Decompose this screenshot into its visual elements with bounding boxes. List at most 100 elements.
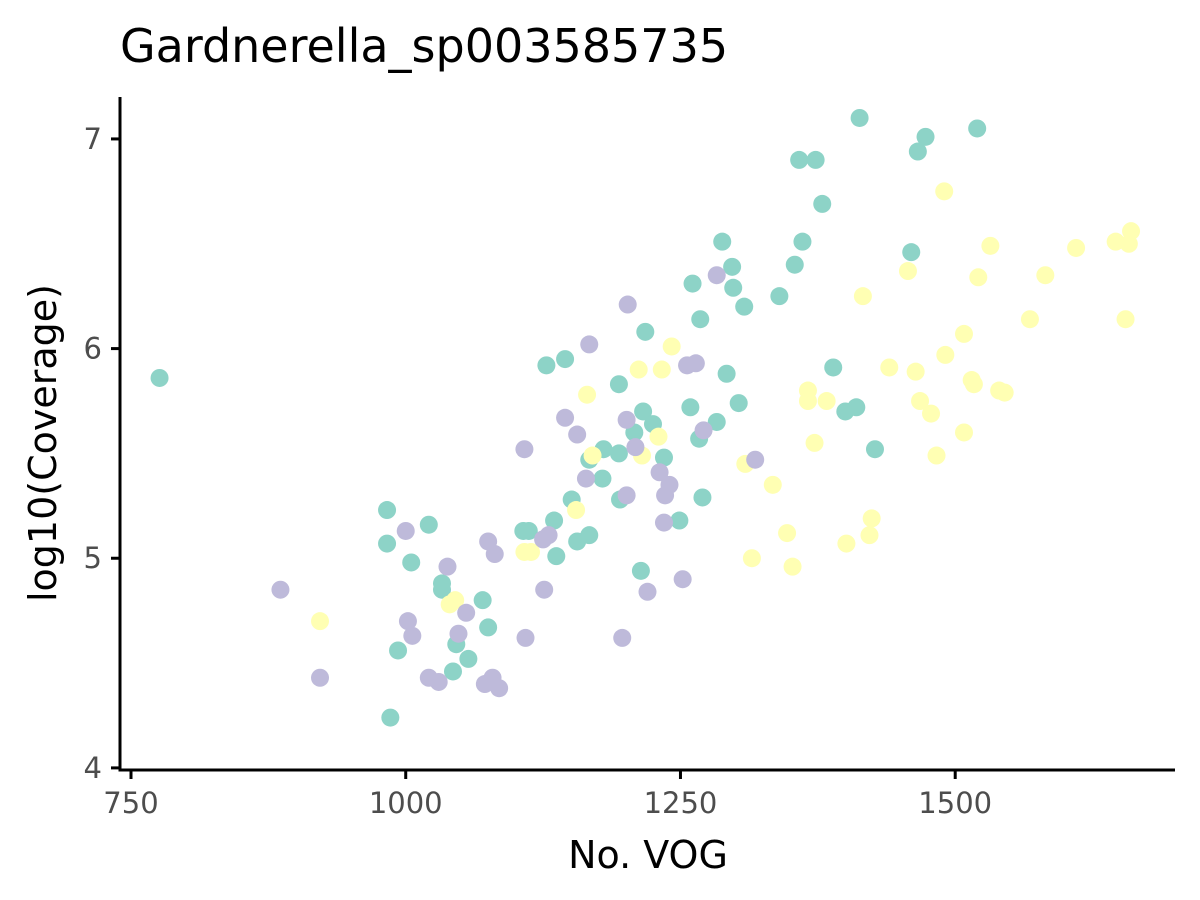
data-point [847, 398, 866, 417]
data-point [1067, 238, 1086, 257]
data-point [631, 561, 650, 580]
y-tick-label: 4 [84, 751, 102, 785]
data-point [724, 278, 743, 297]
data-point [746, 450, 765, 469]
data-point [537, 356, 556, 375]
data-point [449, 624, 468, 643]
data-point [547, 547, 566, 566]
data-point [770, 287, 789, 306]
y-tick-label: 6 [84, 332, 102, 366]
data-point [681, 398, 700, 417]
data-point [723, 257, 742, 276]
data-point [654, 448, 673, 467]
data-point [673, 570, 692, 589]
data-point [981, 236, 1000, 255]
data-point [860, 526, 879, 545]
data-point [479, 618, 498, 637]
data-point [824, 358, 843, 377]
data-point [580, 335, 599, 354]
data-point [713, 232, 732, 251]
data-point [609, 375, 628, 394]
data-point [578, 385, 597, 404]
data-point [683, 274, 702, 293]
data-point [629, 360, 648, 379]
data-point [805, 433, 824, 452]
data-point [1020, 310, 1039, 329]
data-point [396, 521, 415, 540]
data-point [617, 486, 636, 505]
data-point [783, 557, 802, 576]
data-point [535, 580, 554, 599]
data-point [617, 410, 636, 429]
data-point [389, 641, 408, 660]
x-axis-title: No. VOG [568, 833, 728, 877]
data-point [618, 295, 637, 314]
data-point [969, 268, 988, 287]
data-point [1116, 310, 1135, 329]
data-point [432, 580, 451, 599]
x-tick-label: 1000 [369, 786, 443, 820]
data-point [798, 392, 817, 411]
x-tick-label: 750 [103, 786, 158, 820]
data-point [880, 358, 899, 377]
data-point [968, 119, 987, 138]
data-point [652, 360, 671, 379]
data-point [650, 463, 669, 482]
x-axis-ticks: 750 1000 1250 1500 [103, 770, 992, 820]
chart-title: Gardnerella_sp003585735 [120, 19, 728, 73]
data-point [378, 534, 397, 553]
data-point [556, 408, 575, 427]
data-point [429, 672, 448, 691]
data-point [908, 142, 927, 161]
data-point [813, 194, 832, 213]
data-point [419, 515, 438, 534]
data-point [911, 392, 930, 411]
data-point [654, 513, 673, 532]
data-point [403, 626, 422, 645]
data-point [459, 649, 478, 668]
x-tick-label: 1500 [918, 786, 992, 820]
data-point [271, 580, 290, 599]
data-point [785, 255, 804, 274]
data-point [311, 612, 330, 631]
data-point [707, 412, 726, 431]
data-point [817, 392, 836, 411]
data-point [485, 545, 504, 564]
data-point [580, 526, 599, 545]
data-point [916, 127, 935, 146]
data-point [955, 423, 973, 442]
data-point [806, 150, 825, 169]
data-point [545, 511, 564, 530]
data-point [1122, 222, 1141, 241]
data-point [935, 182, 954, 201]
data-point [660, 475, 679, 494]
data-point [568, 425, 587, 444]
data-point [1106, 232, 1125, 251]
data-point [693, 488, 712, 507]
data-point [522, 542, 541, 561]
data-point [694, 421, 713, 440]
data-point [398, 612, 417, 631]
data-point [649, 427, 668, 446]
data-point [837, 534, 856, 553]
data-point [473, 591, 492, 610]
data-point [955, 324, 973, 343]
data-point [311, 668, 330, 687]
data-point [906, 362, 925, 381]
data-point [539, 526, 558, 545]
data-points [150, 108, 1141, 727]
data-point [490, 679, 509, 698]
data-point [438, 557, 457, 576]
data-point [850, 108, 869, 127]
data-point [381, 708, 400, 727]
data-point [443, 662, 462, 681]
data-point [936, 345, 955, 364]
data-point [446, 591, 465, 610]
data-point [662, 337, 681, 356]
data-point [626, 438, 645, 457]
data-point [995, 383, 1014, 402]
data-point [583, 446, 602, 465]
data-point [567, 501, 586, 520]
data-point [922, 404, 941, 423]
